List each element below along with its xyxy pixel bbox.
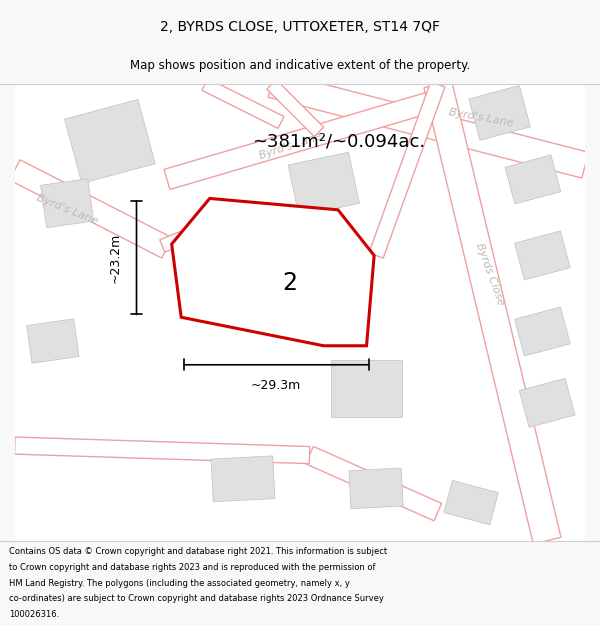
Polygon shape [10, 160, 172, 258]
Polygon shape [444, 481, 499, 525]
Polygon shape [505, 155, 561, 204]
Polygon shape [41, 179, 94, 227]
Text: to Crown copyright and database rights 2023 and is reproduced with the permissio: to Crown copyright and database rights 2… [9, 563, 376, 572]
Text: ~381m²/~0.094ac.: ~381m²/~0.094ac. [253, 132, 425, 151]
Text: Byrd's Lane: Byrd's Lane [448, 107, 514, 128]
Polygon shape [288, 152, 359, 216]
Text: Byrd's Lane: Byrd's Lane [258, 131, 323, 161]
Text: ~29.3m: ~29.3m [251, 379, 301, 392]
Polygon shape [424, 81, 561, 544]
Polygon shape [515, 231, 570, 280]
Polygon shape [331, 360, 402, 417]
Polygon shape [26, 319, 79, 363]
Polygon shape [65, 99, 155, 183]
Text: 100026316.: 100026316. [9, 610, 59, 619]
Polygon shape [469, 86, 530, 141]
Polygon shape [248, 253, 333, 324]
Polygon shape [14, 437, 310, 464]
Text: 2: 2 [283, 271, 298, 295]
Text: Contains OS data © Crown copyright and database right 2021. This information is : Contains OS data © Crown copyright and d… [9, 548, 387, 556]
Polygon shape [172, 199, 374, 346]
Text: Map shows position and indicative extent of the property.: Map shows position and indicative extent… [130, 59, 470, 72]
Text: HM Land Registry. The polygons (including the associated geometry, namely x, y: HM Land Registry. The polygons (includin… [9, 579, 350, 587]
Polygon shape [305, 446, 442, 521]
Polygon shape [211, 456, 275, 502]
Polygon shape [268, 71, 589, 178]
Text: 2, BYRDS CLOSE, UTTOXETER, ST14 7QF: 2, BYRDS CLOSE, UTTOXETER, ST14 7QF [160, 20, 440, 34]
Polygon shape [164, 86, 455, 189]
Polygon shape [160, 202, 260, 252]
Text: ~23.2m: ~23.2m [109, 232, 122, 283]
Polygon shape [349, 468, 403, 509]
Text: co-ordinates) are subject to Crown copyright and database rights 2023 Ordnance S: co-ordinates) are subject to Crown copyr… [9, 594, 384, 603]
Polygon shape [515, 307, 570, 356]
Polygon shape [369, 82, 445, 258]
Polygon shape [519, 378, 575, 428]
Polygon shape [202, 78, 284, 128]
Text: Byrds Close: Byrds Close [474, 242, 506, 307]
Text: Byrd's Lane: Byrd's Lane [35, 193, 99, 227]
Polygon shape [267, 79, 324, 137]
